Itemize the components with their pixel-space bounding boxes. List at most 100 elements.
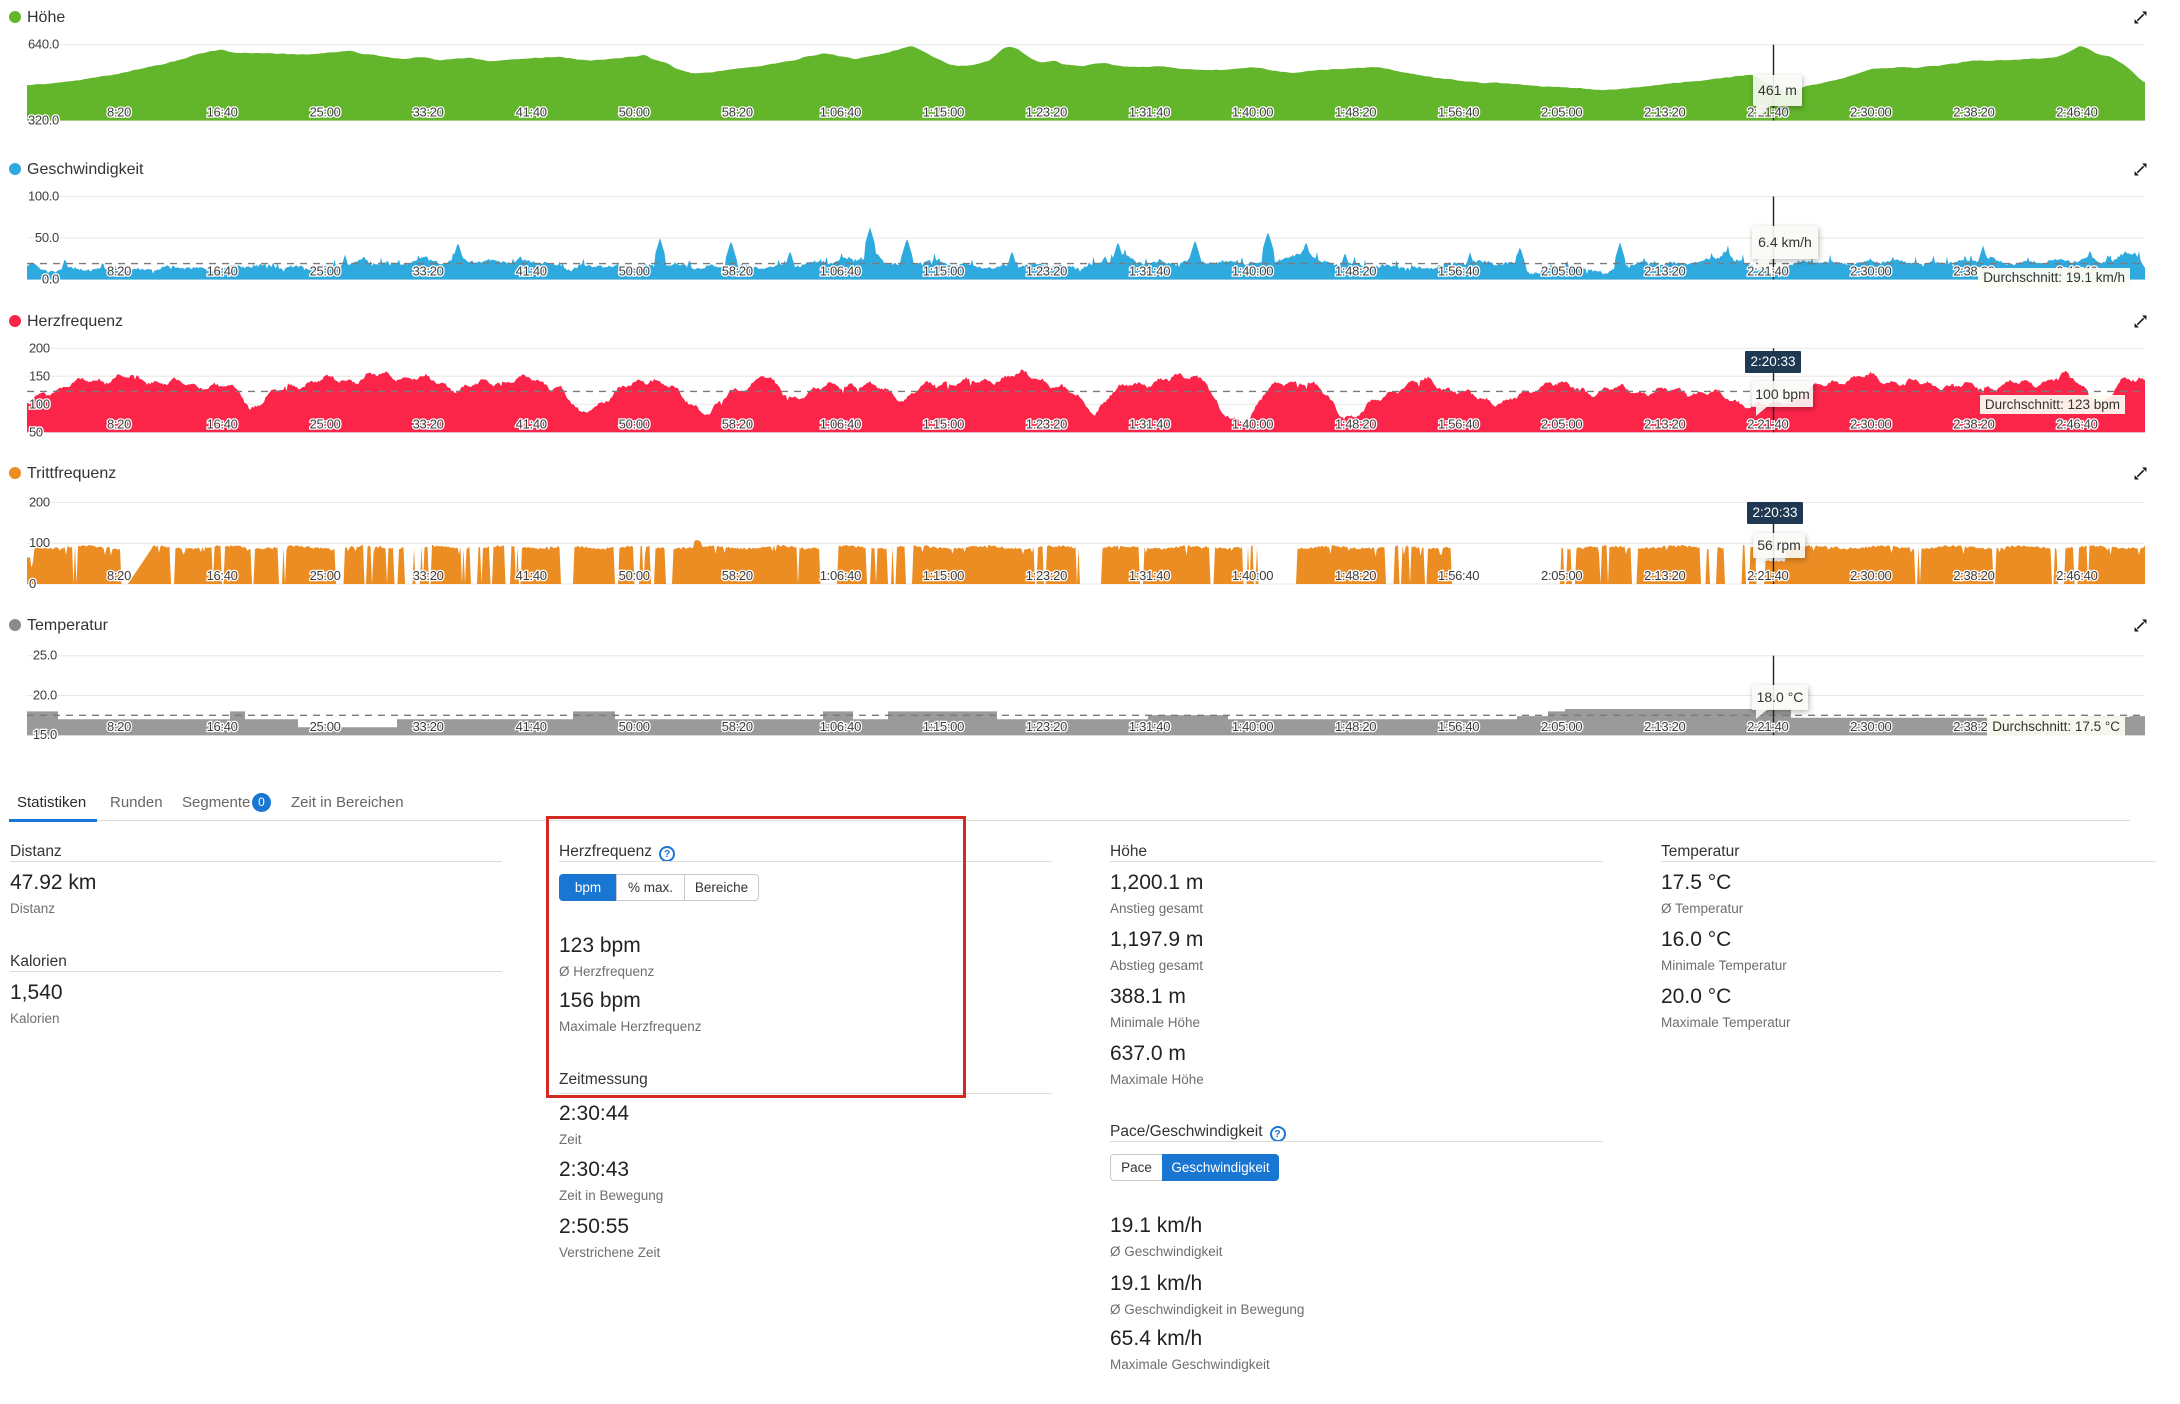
svg-text:25.0: 25.0 [33,648,57,663]
svg-text:25:00: 25:00 [310,105,341,120]
svg-text:2:30:00: 2:30:00 [1850,105,1891,120]
svg-text:2:46:40: 2:46:40 [2056,416,2097,431]
svg-text:2:05:00: 2:05:00 [1541,105,1582,120]
svg-text:2:21:40: 2:21:40 [1747,719,1788,734]
svg-text:640.0: 640.0 [28,37,59,52]
svg-text:2:05:00: 2:05:00 [1541,416,1582,431]
svg-text:1:48:20: 1:48:20 [1335,416,1376,431]
svg-text:2:30:00: 2:30:00 [1850,719,1891,734]
svg-text:50:00: 50:00 [619,719,650,734]
svg-text:50: 50 [29,424,43,439]
svg-text:2:13:20: 2:13:20 [1644,105,1685,120]
svg-text:1:40:00: 1:40:00 [1232,264,1273,279]
svg-text:41:40: 41:40 [516,105,547,120]
svg-text:16:40: 16:40 [207,568,238,583]
svg-text:200: 200 [29,494,50,509]
svg-text:1:06:40: 1:06:40 [820,719,861,734]
svg-text:1:23:20: 1:23:20 [1026,105,1067,120]
svg-text:33:20: 33:20 [413,568,444,583]
svg-text:1:06:40: 1:06:40 [820,568,861,583]
svg-text:8:20: 8:20 [107,568,131,583]
svg-text:1:48:20: 1:48:20 [1335,105,1376,120]
svg-text:2:30:00: 2:30:00 [1850,264,1891,279]
svg-text:1:56:40: 1:56:40 [1438,105,1479,120]
svg-text:25:00: 25:00 [310,719,341,734]
svg-text:15.0: 15.0 [33,727,57,742]
svg-text:33:20: 33:20 [413,105,444,120]
svg-text:1:31:40: 1:31:40 [1129,568,1170,583]
svg-text:8:20: 8:20 [107,264,131,279]
svg-text:1:15:00: 1:15:00 [923,568,964,583]
svg-text:2:21:40: 2:21:40 [1747,568,1788,583]
svg-text:33:20: 33:20 [413,416,444,431]
svg-text:16:40: 16:40 [207,416,238,431]
svg-text:58:20: 58:20 [722,719,753,734]
svg-text:2:38:20: 2:38:20 [1953,416,1994,431]
svg-text:2:30:00: 2:30:00 [1850,416,1891,431]
svg-text:1:56:40: 1:56:40 [1438,719,1479,734]
svg-text:1:15:00: 1:15:00 [923,719,964,734]
svg-text:1:40:00: 1:40:00 [1232,719,1273,734]
svg-text:2:13:20: 2:13:20 [1644,416,1685,431]
svg-text:2:38:20: 2:38:20 [1953,105,1994,120]
svg-text:8:20: 8:20 [107,719,131,734]
svg-text:100.0: 100.0 [28,189,59,204]
svg-text:1:56:40: 1:56:40 [1438,264,1479,279]
svg-text:100: 100 [29,396,50,411]
svg-text:16:40: 16:40 [207,719,238,734]
svg-text:2:38:20: 2:38:20 [1953,719,1994,734]
svg-text:2:21:40: 2:21:40 [1747,416,1788,431]
svg-text:1:31:40: 1:31:40 [1129,264,1170,279]
svg-text:1:15:00: 1:15:00 [923,105,964,120]
svg-text:1:40:00: 1:40:00 [1232,416,1273,431]
svg-text:20.0: 20.0 [33,688,57,703]
svg-text:58:20: 58:20 [722,105,753,120]
svg-text:1:06:40: 1:06:40 [820,416,861,431]
svg-text:1:40:00: 1:40:00 [1232,568,1273,583]
svg-text:50:00: 50:00 [619,264,650,279]
svg-text:2:13:20: 2:13:20 [1644,719,1685,734]
svg-text:41:40: 41:40 [516,264,547,279]
svg-text:25:00: 25:00 [310,568,341,583]
svg-text:58:20: 58:20 [722,568,753,583]
svg-text:50:00: 50:00 [619,416,650,431]
svg-text:2:13:20: 2:13:20 [1644,264,1685,279]
svg-text:1:48:20: 1:48:20 [1335,719,1376,734]
svg-text:2:05:00: 2:05:00 [1541,719,1582,734]
svg-text:100: 100 [29,535,50,550]
svg-text:1:15:00: 1:15:00 [923,264,964,279]
svg-text:320.0: 320.0 [28,113,59,128]
svg-text:50:00: 50:00 [619,105,650,120]
svg-text:16:40: 16:40 [207,264,238,279]
svg-text:50:00: 50:00 [619,568,650,583]
svg-text:2:21:40: 2:21:40 [1747,264,1788,279]
svg-text:8:20: 8:20 [107,105,131,120]
svg-text:41:40: 41:40 [516,568,547,583]
svg-text:2:46:40: 2:46:40 [2056,568,2097,583]
svg-text:2:46:40: 2:46:40 [2056,105,2097,120]
svg-text:1:40:00: 1:40:00 [1232,105,1273,120]
svg-text:200: 200 [29,340,50,355]
svg-text:1:23:20: 1:23:20 [1026,416,1067,431]
svg-text:2:13:20: 2:13:20 [1644,568,1685,583]
svg-text:1:06:40: 1:06:40 [820,264,861,279]
svg-text:2:30:00: 2:30:00 [1850,568,1891,583]
svg-text:1:15:00: 1:15:00 [923,416,964,431]
svg-text:58:20: 58:20 [722,264,753,279]
svg-text:1:56:40: 1:56:40 [1438,416,1479,431]
svg-text:1:23:20: 1:23:20 [1026,568,1067,583]
svg-text:0: 0 [29,576,36,591]
svg-text:2:05:00: 2:05:00 [1541,568,1582,583]
svg-text:2:38:20: 2:38:20 [1953,568,1994,583]
svg-text:1:31:40: 1:31:40 [1129,105,1170,120]
svg-text:50.0: 50.0 [35,230,59,245]
svg-text:1:31:40: 1:31:40 [1129,719,1170,734]
svg-text:41:40: 41:40 [516,416,547,431]
svg-text:1:48:20: 1:48:20 [1335,568,1376,583]
svg-text:16:40: 16:40 [207,105,238,120]
svg-text:1:48:20: 1:48:20 [1335,264,1376,279]
svg-text:1:23:20: 1:23:20 [1026,264,1067,279]
svg-text:8:20: 8:20 [107,416,131,431]
svg-text:0.0: 0.0 [42,272,59,287]
svg-text:33:20: 33:20 [413,719,444,734]
